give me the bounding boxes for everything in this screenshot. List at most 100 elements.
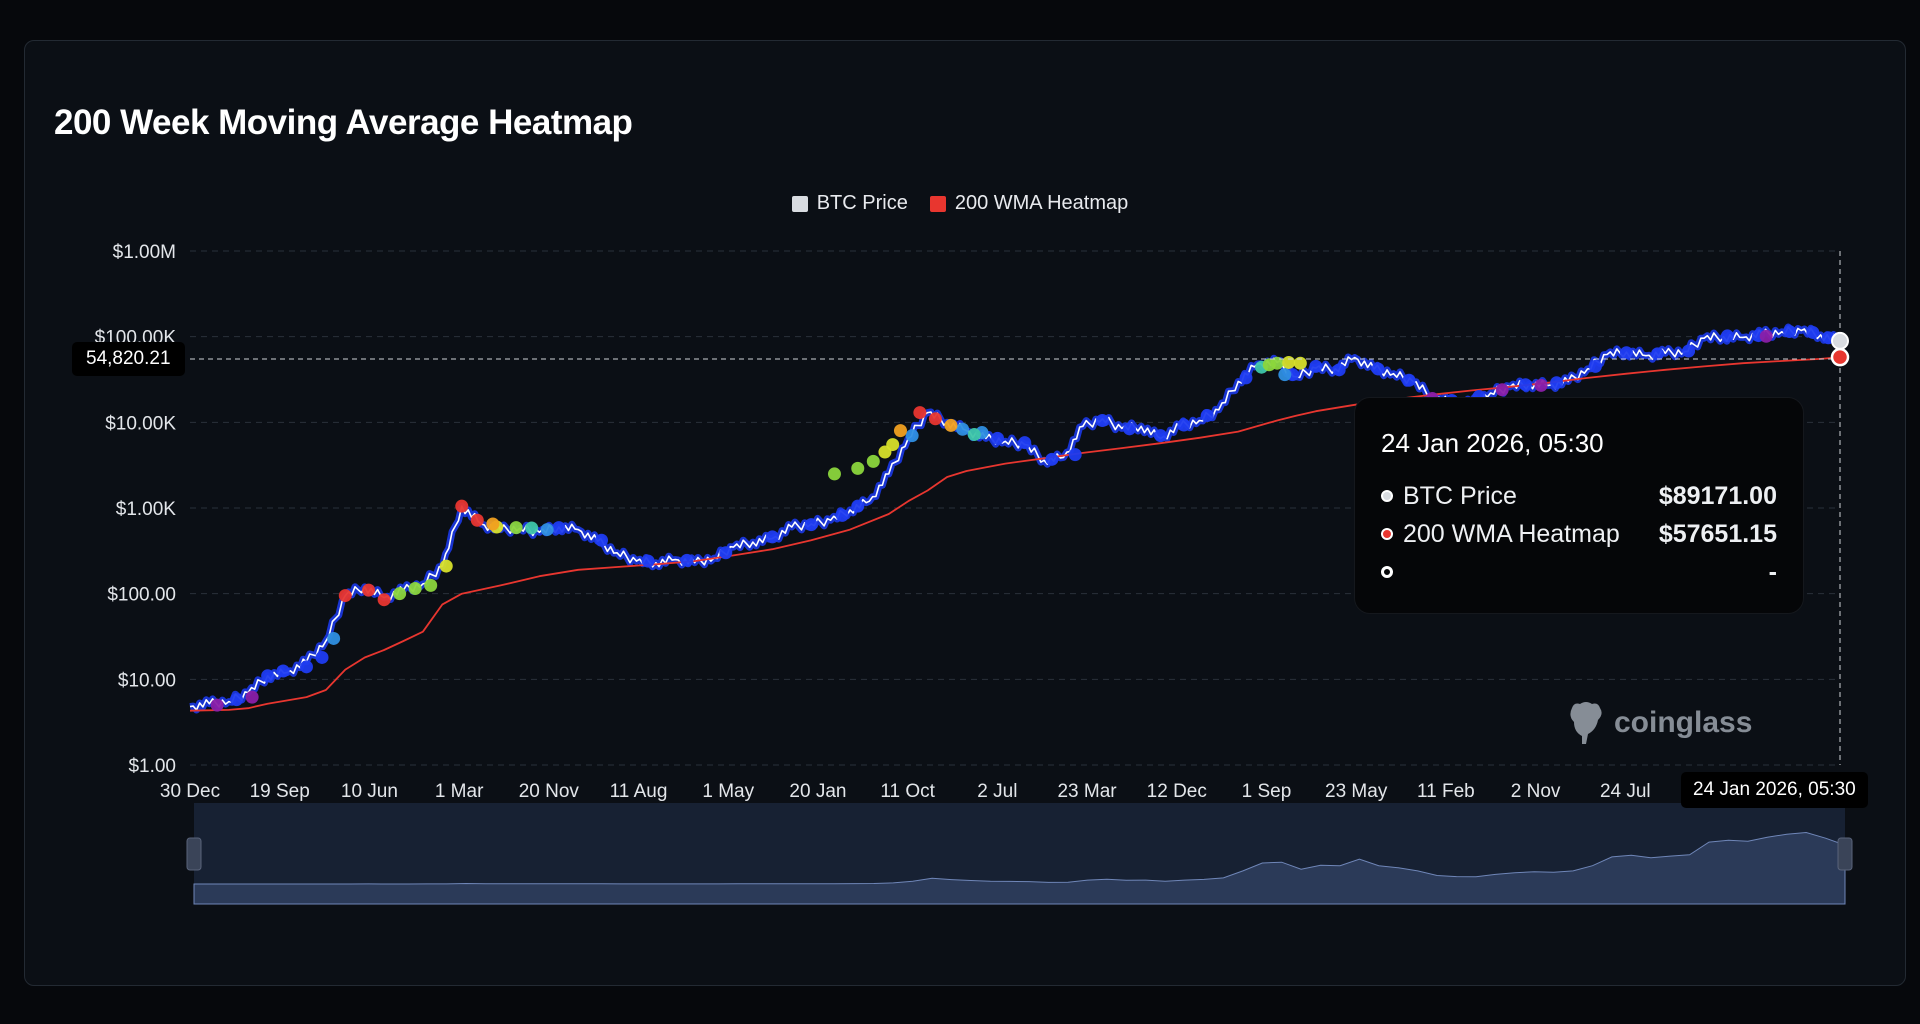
heatmap-dot xyxy=(1068,448,1082,462)
heatmap-dot xyxy=(641,554,655,568)
x-tick-label: 19 Sep xyxy=(250,781,310,802)
heatmap-dot xyxy=(338,589,352,603)
chart-legend: BTC Price 200 WMA Heatmap xyxy=(0,192,1920,215)
y-tick-label: $100.00 xyxy=(107,585,176,606)
heatmap-dot xyxy=(276,664,290,678)
heatmap-dot xyxy=(1239,371,1253,385)
heatmap-dot xyxy=(1045,452,1059,466)
heatmap-dot xyxy=(362,583,376,597)
tooltip-row-btc-price: BTC Price $89171.00 xyxy=(1381,480,1777,512)
heatmap-dot xyxy=(1309,359,1323,373)
crosshair-point-200-wma-heatmap xyxy=(1830,347,1850,367)
heatmap-dot xyxy=(327,631,341,645)
heatmap-dot xyxy=(1177,418,1191,432)
heatmap-dot xyxy=(470,513,484,527)
x-tick-label: 1 May xyxy=(702,781,754,802)
heatmap-dot xyxy=(552,521,566,535)
legend-swatch-200-wma-heatmap xyxy=(929,195,946,212)
legend-swatch-btc-price xyxy=(791,195,808,212)
heatmap-dot xyxy=(835,508,849,522)
heatmap-dot xyxy=(1402,373,1416,387)
heatmap-dot xyxy=(1018,436,1032,450)
heatmap-dot xyxy=(804,518,818,532)
x-tick-label: 1 Sep xyxy=(1242,781,1292,802)
range-navigator[interactable] xyxy=(186,803,1853,905)
heatmap-dot xyxy=(299,660,313,674)
heatmap-dot xyxy=(1293,356,1307,370)
heatmap-dot xyxy=(1806,325,1820,339)
y-tick-label: $1.00K xyxy=(116,499,177,520)
navigator-handle-left[interactable] xyxy=(186,837,202,871)
tooltip-value-empty: - xyxy=(1768,557,1777,586)
legend-item-200-wma-heatmap[interactable]: 200 WMA Heatmap xyxy=(929,192,1129,215)
heatmap-dot xyxy=(1332,363,1346,377)
x-tick-label: 24 Jul xyxy=(1600,781,1651,802)
tooltip-value-200-wma-heatmap: $57651.15 xyxy=(1658,519,1777,548)
y-tick-label: $10.00 xyxy=(118,670,176,691)
x-tick-label: 20 Jan xyxy=(789,781,846,802)
heatmap-dot xyxy=(424,578,438,592)
heatmap-dot xyxy=(393,587,407,601)
heatmap-dot xyxy=(1619,346,1633,360)
navigator-handle-right[interactable] xyxy=(1837,837,1853,871)
heatmap-dot xyxy=(905,429,919,443)
heatmap-dot xyxy=(377,593,391,607)
heatmap-dot xyxy=(886,438,900,452)
heatmap-dot xyxy=(944,418,958,432)
x-tick-label: 23 May xyxy=(1325,781,1388,802)
heatmap-dot xyxy=(1278,368,1292,382)
coinglass-logo-icon xyxy=(1570,702,1602,744)
heatmap-dot xyxy=(509,521,523,535)
x-tick-label: 11 Feb xyxy=(1417,781,1475,802)
heatmap-dot xyxy=(315,650,329,664)
crosshair-y-value: 54,820.21 xyxy=(72,342,185,376)
series-line-btc-price xyxy=(189,326,1841,711)
heatmap-dot xyxy=(1651,347,1665,361)
heatmap-dot xyxy=(408,581,422,595)
heatmap-dot xyxy=(851,499,865,513)
heatmap-dot xyxy=(851,461,865,475)
heatmap-dot xyxy=(765,530,779,544)
heatmap-dot xyxy=(1270,356,1284,370)
heatmap-dot xyxy=(525,521,539,535)
heatmap-dot xyxy=(866,454,880,468)
x-tick-label: 11 Oct xyxy=(880,781,935,802)
tooltip-value-btc-price: $89171.00 xyxy=(1658,481,1777,510)
x-tick-label: 23 Mar xyxy=(1057,781,1117,802)
page-title: 200 Week Moving Average Heatmap xyxy=(54,103,633,142)
heatmap-dot xyxy=(455,499,469,513)
heatmap-dot xyxy=(245,690,259,704)
tooltip-name-btc-price: BTC Price xyxy=(1403,481,1517,510)
heatmap-dot xyxy=(1371,362,1385,376)
heatmap-dot xyxy=(1550,376,1564,390)
brand-name: coinglass xyxy=(1614,706,1753,739)
heatmap-dot xyxy=(680,553,694,567)
heatmap-dot xyxy=(991,431,1005,445)
y-axis-labels: $1.00$10.00$100.00$1.00K$10.00K$100.00K$… xyxy=(95,242,177,777)
heatmap-dot xyxy=(1095,414,1109,428)
heatmap-dot xyxy=(210,698,224,712)
heatmap-dot xyxy=(595,533,609,547)
y-tick-label: $10.00K xyxy=(105,413,176,434)
heatmap-dot xyxy=(956,422,970,436)
legend-item-btc-price[interactable]: BTC Price xyxy=(791,192,908,215)
heatmap-dot xyxy=(1519,378,1533,392)
heatmap-dot xyxy=(827,467,841,481)
heatmap-dot xyxy=(893,424,907,438)
legend-label-200-wma-heatmap: 200 WMA Heatmap xyxy=(954,192,1129,214)
heatmap-dot xyxy=(1588,359,1602,373)
heatmap-dot xyxy=(540,523,554,537)
heatmap-dot xyxy=(1783,324,1797,338)
brand-watermark: coinglass xyxy=(1566,700,1752,746)
x-tick-label: 20 Nov xyxy=(519,781,580,802)
crosshair-x-value: 24 Jan 2026, 05:30 xyxy=(1681,772,1868,808)
legend-label-btc-price: BTC Price xyxy=(816,192,908,214)
x-tick-label: 2 Nov xyxy=(1511,781,1561,802)
heatmap-dot xyxy=(1495,383,1509,397)
y-tick-label: $1.00 xyxy=(128,756,176,777)
tooltip-dot-200-wma-heatmap xyxy=(1381,528,1393,540)
heatmap-dot xyxy=(1682,344,1696,358)
heatmap-dot xyxy=(1123,422,1137,436)
heatmap-dot xyxy=(967,428,981,442)
